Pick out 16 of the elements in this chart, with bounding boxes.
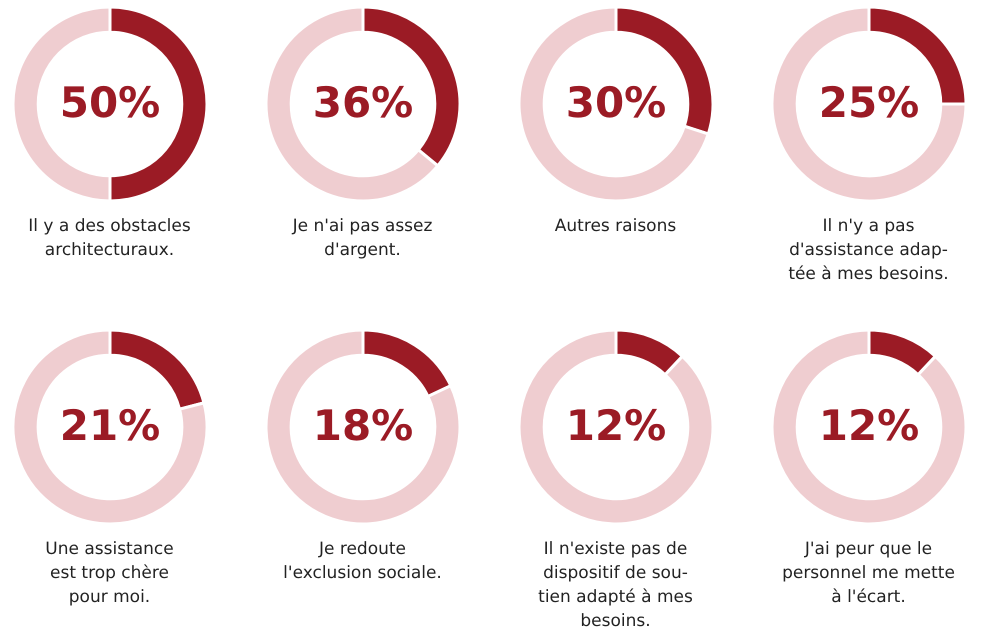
data-label: 21% xyxy=(59,400,160,450)
text: Il n'existe pas de dispositif de sou- tien adapté à mes besoins. xyxy=(537,538,694,633)
text: Une assistance est trop chère pour moi. xyxy=(44,538,175,609)
text: Je n'ai pas assez d'argent. xyxy=(290,215,434,262)
text: Il y a des obstacles architecturaux. xyxy=(27,215,192,262)
data-label: 25% xyxy=(818,78,919,127)
data-label: 50% xyxy=(59,78,160,127)
text: Autres raisons xyxy=(554,215,678,238)
text: J'ai peur que le personnel me mette à l'écart. xyxy=(781,538,956,609)
data-label: 36% xyxy=(312,78,413,127)
data-label: 12% xyxy=(565,400,666,450)
data-label: 30% xyxy=(565,78,666,127)
data-label: 12% xyxy=(818,400,919,450)
text: Il n'y a pas d'assistance adap- tée à mes besoins. xyxy=(787,215,950,286)
text: Je redoute l'exclusion sociale. xyxy=(282,538,443,585)
data-label: 18% xyxy=(312,400,413,450)
